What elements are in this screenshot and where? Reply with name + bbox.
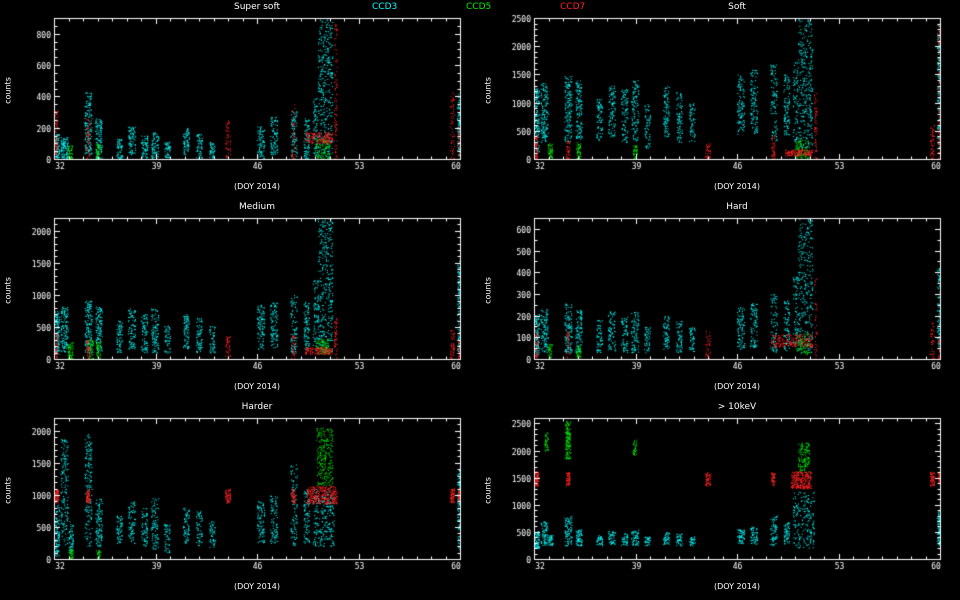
y-axis-label: counts	[3, 77, 13, 104]
y-axis-label: counts	[483, 477, 493, 504]
legend-ccd7-label: CCD7	[560, 2, 586, 12]
legend-ccd5-label: CCD5	[466, 2, 492, 12]
panel-medium: Medium counts (DOY 2014)	[0, 200, 480, 400]
panel-super-soft: Super soft counts (DOY 2014)	[0, 0, 480, 200]
scatter-plot-canvas-gt10kev	[494, 413, 946, 581]
scatter-plot-canvas-soft	[494, 13, 946, 181]
x-axis-label: (DOY 2014)	[233, 582, 281, 591]
panel-title-soft: Soft	[728, 2, 746, 12]
y-axis-label: counts	[483, 277, 493, 304]
panel-gt10kev: > 10keV counts (DOY 2014)	[480, 400, 960, 600]
x-axis-label: (DOY 2014)	[233, 182, 281, 191]
x-axis-label: (DOY 2014)	[713, 382, 761, 391]
x-axis-label: (DOY 2014)	[713, 182, 761, 191]
scatter-plot-canvas-hard	[494, 213, 946, 381]
panel-hard: Hard counts (DOY 2014)	[480, 200, 960, 400]
panel-title-super-soft: Super soft	[234, 2, 280, 12]
x-axis-label: (DOY 2014)	[713, 582, 761, 591]
scatter-plot-canvas-super-soft	[14, 13, 466, 181]
x-axis-label: (DOY 2014)	[233, 382, 281, 391]
panel-title-hard: Hard	[726, 202, 748, 212]
ccd-legend: CCD3 CCD5 CCD7	[0, 2, 960, 14]
panel-title-harder: Harder	[241, 402, 273, 412]
panel-soft: Soft counts (DOY 2014)	[480, 0, 960, 200]
panel-title-gt10kev: > 10keV	[717, 402, 757, 412]
panel-title-medium: Medium	[239, 202, 275, 212]
scatter-plot-canvas-harder	[14, 413, 466, 581]
legend-ccd3-label: CCD3	[372, 2, 398, 12]
scatter-plot-canvas-medium	[14, 213, 466, 381]
y-axis-label: counts	[3, 477, 13, 504]
y-axis-label: counts	[3, 277, 13, 304]
panel-harder: Harder counts (DOY 2014)	[0, 400, 480, 600]
y-axis-label: counts	[483, 77, 493, 104]
